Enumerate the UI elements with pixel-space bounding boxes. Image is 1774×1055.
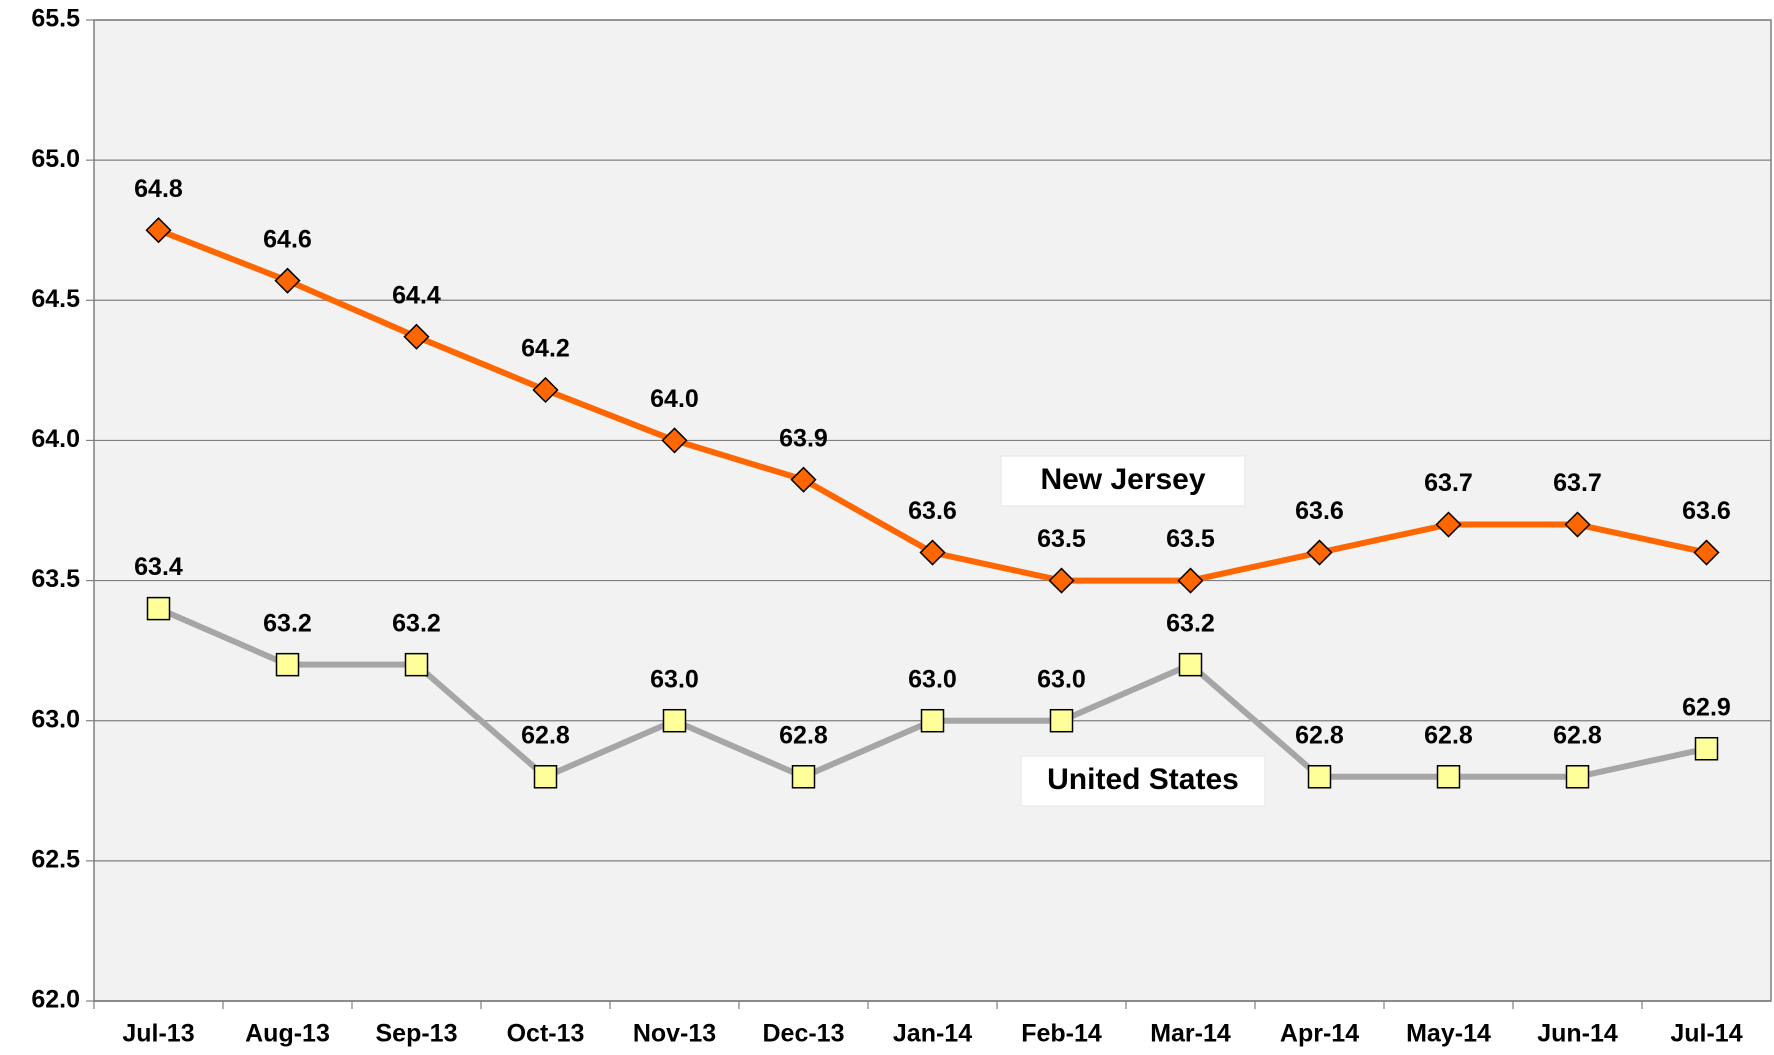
marker — [1307, 765, 1332, 789]
marker — [1306, 539, 1333, 566]
y-tick-label: 65.0 — [31, 145, 80, 173]
data-label: 62.8 — [1424, 721, 1473, 749]
series-label: New Jersey — [1040, 463, 1205, 496]
marker — [275, 652, 300, 677]
marker — [1565, 765, 1590, 789]
data-label: 62.8 — [1295, 721, 1344, 749]
marker — [1564, 511, 1591, 538]
x-tick-label: Feb-14 — [1021, 1020, 1102, 1048]
plot-area — [93, 19, 1772, 1002]
marker — [404, 652, 429, 677]
marker — [1178, 652, 1203, 677]
data-label: 64.4 — [392, 281, 441, 309]
y-tick-label: 64.5 — [31, 285, 80, 313]
marker — [1048, 567, 1075, 594]
data-label: 64.6 — [263, 225, 312, 253]
marker — [919, 539, 946, 566]
marker — [145, 217, 172, 244]
marker — [920, 708, 945, 733]
x-tick-label: Apr-14 — [1280, 1020, 1359, 1048]
x-tick-label: May-14 — [1406, 1020, 1491, 1048]
data-label: 62.8 — [521, 721, 570, 749]
data-label: 62.8 — [1553, 721, 1602, 749]
data-label: 63.4 — [134, 553, 183, 581]
data-label: 62.8 — [779, 721, 828, 749]
marker — [533, 765, 558, 789]
data-label: 63.7 — [1424, 469, 1473, 497]
series-label-box — [1000, 455, 1246, 507]
marker — [146, 596, 171, 621]
marker — [1436, 765, 1461, 789]
data-label: 63.6 — [908, 497, 957, 525]
x-tick-label: Aug-13 — [245, 1020, 330, 1048]
data-label: 63.0 — [908, 665, 957, 693]
marker — [1177, 567, 1204, 594]
x-tick-label: Sep-13 — [376, 1020, 458, 1048]
y-tick-label: 65.5 — [31, 5, 80, 33]
data-label: 64.2 — [521, 335, 570, 363]
marker — [661, 427, 688, 454]
marker — [1693, 539, 1720, 566]
y-tick-label: 63.5 — [31, 565, 80, 593]
marker — [532, 376, 559, 404]
x-tick-label: Mar-14 — [1150, 1020, 1231, 1048]
data-label: 63.2 — [263, 609, 312, 637]
x-tick-label: Dec-13 — [763, 1020, 845, 1048]
x-tick-label: Nov-13 — [633, 1020, 716, 1048]
data-label: 64.8 — [134, 175, 183, 203]
y-tick-label: 63.0 — [31, 705, 80, 733]
marker — [1435, 511, 1462, 538]
x-tick-label: Jun-14 — [1537, 1020, 1618, 1048]
data-label: 62.9 — [1682, 693, 1731, 721]
data-label: 63.6 — [1295, 497, 1344, 525]
marker — [403, 323, 430, 350]
series-label: United States — [1047, 763, 1239, 796]
x-tick-label: Jul-13 — [122, 1020, 194, 1048]
y-tick-label: 62.5 — [31, 845, 80, 873]
data-label: 64.0 — [650, 385, 699, 413]
y-tick-label: 62.0 — [31, 986, 80, 1014]
marker — [662, 708, 687, 733]
data-label: 63.0 — [650, 665, 699, 693]
marker — [791, 765, 816, 789]
data-label: 63.2 — [1166, 609, 1215, 637]
data-label: 63.7 — [1553, 469, 1602, 497]
data-label: 63.5 — [1166, 525, 1215, 553]
data-label: 63.5 — [1037, 525, 1086, 553]
x-tick-label: Oct-13 — [507, 1020, 585, 1048]
data-label: 63.0 — [1037, 665, 1086, 693]
marker — [274, 267, 301, 294]
series-label-box — [1020, 755, 1266, 807]
data-label: 63.2 — [392, 609, 441, 637]
x-tick-label: Jan-14 — [893, 1020, 972, 1048]
x-tick-label: Jul-14 — [1670, 1020, 1742, 1048]
data-label: 63.9 — [779, 424, 828, 452]
y-tick-label: 64.0 — [31, 425, 80, 453]
marker — [1694, 736, 1719, 761]
marker — [790, 466, 817, 493]
marker — [1049, 708, 1074, 733]
data-label: 63.6 — [1682, 497, 1731, 525]
